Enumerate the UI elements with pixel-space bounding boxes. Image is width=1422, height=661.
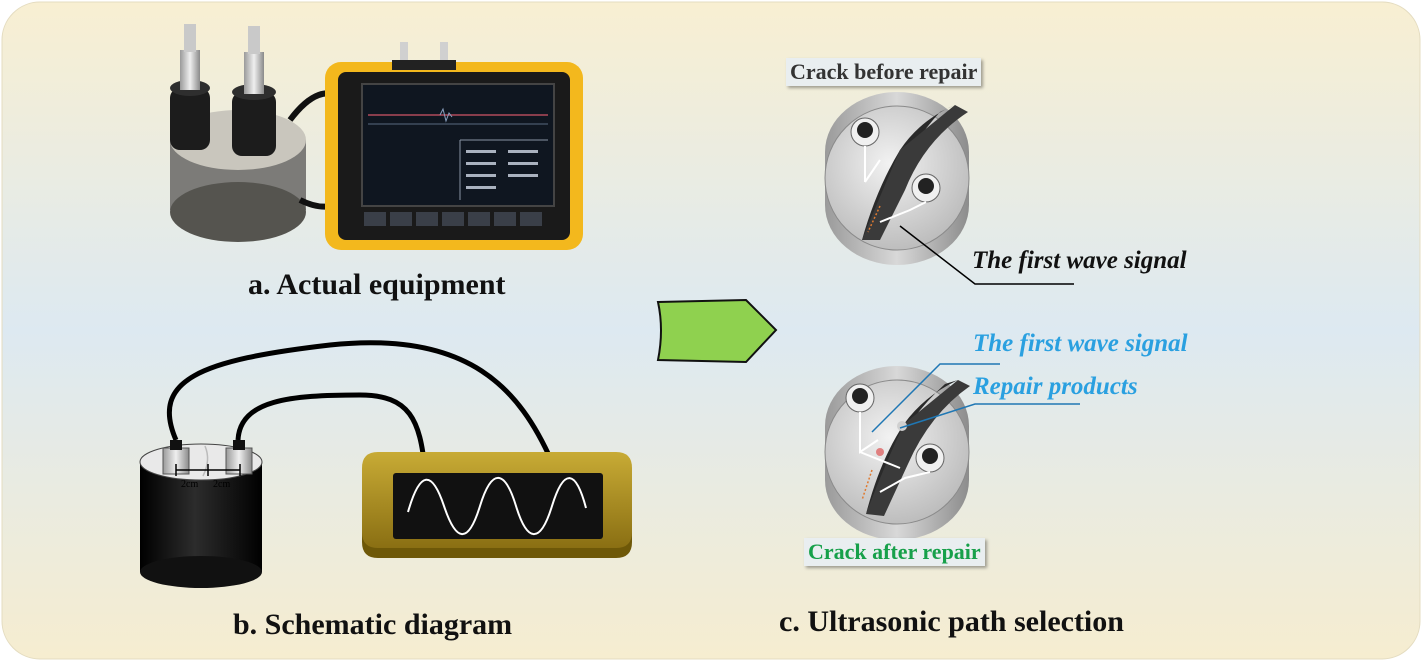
label-crack-before-repair: Crack before repair (786, 58, 982, 86)
schematic-specimen: 2cm 2cm (139, 440, 263, 588)
label-first-wave-before: The first wave signal (972, 247, 1187, 274)
probe-left (170, 24, 210, 150)
cylinder-before-repair (824, 92, 1074, 285)
waveform (407, 476, 587, 536)
caption-schematic-diagram: b. Schematic diagram (233, 608, 513, 641)
caption-ultrasonic-path: c. Ultrasonic path selection (779, 605, 1124, 638)
caption-actual-equipment: a. Actual equipment (248, 268, 506, 301)
schematic-diagram: 2cm 2cm (139, 340, 632, 588)
cable-left (166, 340, 555, 464)
cylinder-after-repair (824, 363, 1080, 540)
repair-product-marker (897, 421, 907, 431)
label-repair-products: Repair products (973, 373, 1138, 400)
label-crack-after-repair: Crack after repair (804, 538, 985, 566)
actual-equipment-photo (170, 24, 583, 250)
spacing-label-left: 2cm (181, 479, 198, 490)
spacing-label-right: 2cm (213, 479, 230, 490)
ultrasonic-tester (325, 42, 583, 250)
schematic-oscilloscope (362, 452, 632, 558)
label-first-wave-after: The first wave signal (973, 330, 1188, 357)
cable-right (235, 392, 428, 471)
probe-right (232, 26, 276, 156)
direction-arrow (656, 298, 778, 364)
